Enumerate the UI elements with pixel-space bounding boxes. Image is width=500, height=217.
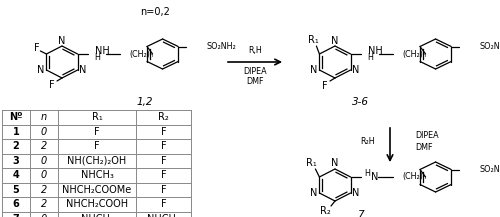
Text: N: N xyxy=(332,158,338,168)
Text: 1,2: 1,2 xyxy=(137,97,153,107)
Text: H: H xyxy=(364,168,370,178)
Text: F: F xyxy=(94,141,100,151)
Text: F: F xyxy=(160,141,166,151)
Text: 2: 2 xyxy=(41,185,47,195)
Text: R₁: R₁ xyxy=(306,158,317,168)
Text: SO₂NH₂: SO₂NH₂ xyxy=(206,42,236,51)
Text: R₂: R₂ xyxy=(158,112,169,122)
Text: F: F xyxy=(49,80,55,90)
Text: NH: NH xyxy=(94,46,110,56)
Text: 7: 7 xyxy=(12,214,20,217)
Text: n: n xyxy=(41,112,47,122)
Text: NH(CH₂)₂OH: NH(CH₂)₂OH xyxy=(68,156,126,166)
Text: F: F xyxy=(160,127,166,137)
Text: 2: 2 xyxy=(12,141,20,151)
Text: F: F xyxy=(160,199,166,209)
Text: NH: NH xyxy=(368,46,382,56)
Text: NHCH₂COOMe: NHCH₂COOMe xyxy=(62,185,132,195)
Text: 1: 1 xyxy=(12,127,20,137)
Text: 0: 0 xyxy=(41,170,47,180)
Text: DIPEA: DIPEA xyxy=(415,130,438,140)
Text: DMF: DMF xyxy=(246,77,264,87)
Text: NHCH₃: NHCH₃ xyxy=(147,214,180,217)
Text: N: N xyxy=(332,36,338,46)
Text: H: H xyxy=(368,54,374,62)
Text: R₂: R₂ xyxy=(320,206,330,216)
Text: DMF: DMF xyxy=(415,143,432,151)
Text: R₁: R₁ xyxy=(308,35,319,45)
Text: 3-6: 3-6 xyxy=(352,97,368,107)
Text: 0: 0 xyxy=(41,127,47,137)
Text: N: N xyxy=(58,36,66,46)
Text: 7: 7 xyxy=(356,210,364,217)
Text: 0: 0 xyxy=(41,214,47,217)
Text: Nº: Nº xyxy=(9,112,23,122)
Text: 2: 2 xyxy=(41,141,47,151)
Text: n=0,2: n=0,2 xyxy=(140,7,170,17)
Text: 2: 2 xyxy=(41,199,47,209)
Text: SO₂NH₂: SO₂NH₂ xyxy=(479,165,500,174)
Text: 3: 3 xyxy=(12,156,20,166)
Text: N: N xyxy=(310,65,318,75)
Text: N: N xyxy=(352,188,360,198)
Text: N: N xyxy=(370,172,378,182)
Text: N: N xyxy=(310,188,318,198)
Text: H: H xyxy=(94,54,100,62)
Text: F: F xyxy=(160,185,166,195)
Text: N: N xyxy=(37,65,44,75)
Text: F: F xyxy=(160,170,166,180)
Text: (CH₂)ₙ: (CH₂)ₙ xyxy=(402,173,426,181)
Text: 0: 0 xyxy=(41,156,47,166)
Text: N: N xyxy=(352,65,360,75)
Text: F: F xyxy=(160,156,166,166)
Text: R₁: R₁ xyxy=(92,112,102,122)
Text: F: F xyxy=(94,127,100,137)
Text: NHCH₃: NHCH₃ xyxy=(80,214,114,217)
Text: 6: 6 xyxy=(12,199,20,209)
Text: R,H: R,H xyxy=(248,46,262,54)
Text: F: F xyxy=(34,43,39,53)
Text: F: F xyxy=(322,81,328,91)
Text: 4: 4 xyxy=(12,170,20,180)
Text: (CH₂)ₙ: (CH₂)ₙ xyxy=(130,49,154,59)
Text: N: N xyxy=(80,65,87,75)
Text: 5: 5 xyxy=(12,185,20,195)
Text: R₂H: R₂H xyxy=(360,138,375,146)
Text: SO₂NH₂: SO₂NH₂ xyxy=(479,42,500,51)
Text: NHCH₃: NHCH₃ xyxy=(80,170,114,180)
Text: DIPEA: DIPEA xyxy=(243,67,267,77)
Text: NHCH₂COOH: NHCH₂COOH xyxy=(66,199,128,209)
Text: (CH₂)ₙ: (CH₂)ₙ xyxy=(402,49,426,59)
